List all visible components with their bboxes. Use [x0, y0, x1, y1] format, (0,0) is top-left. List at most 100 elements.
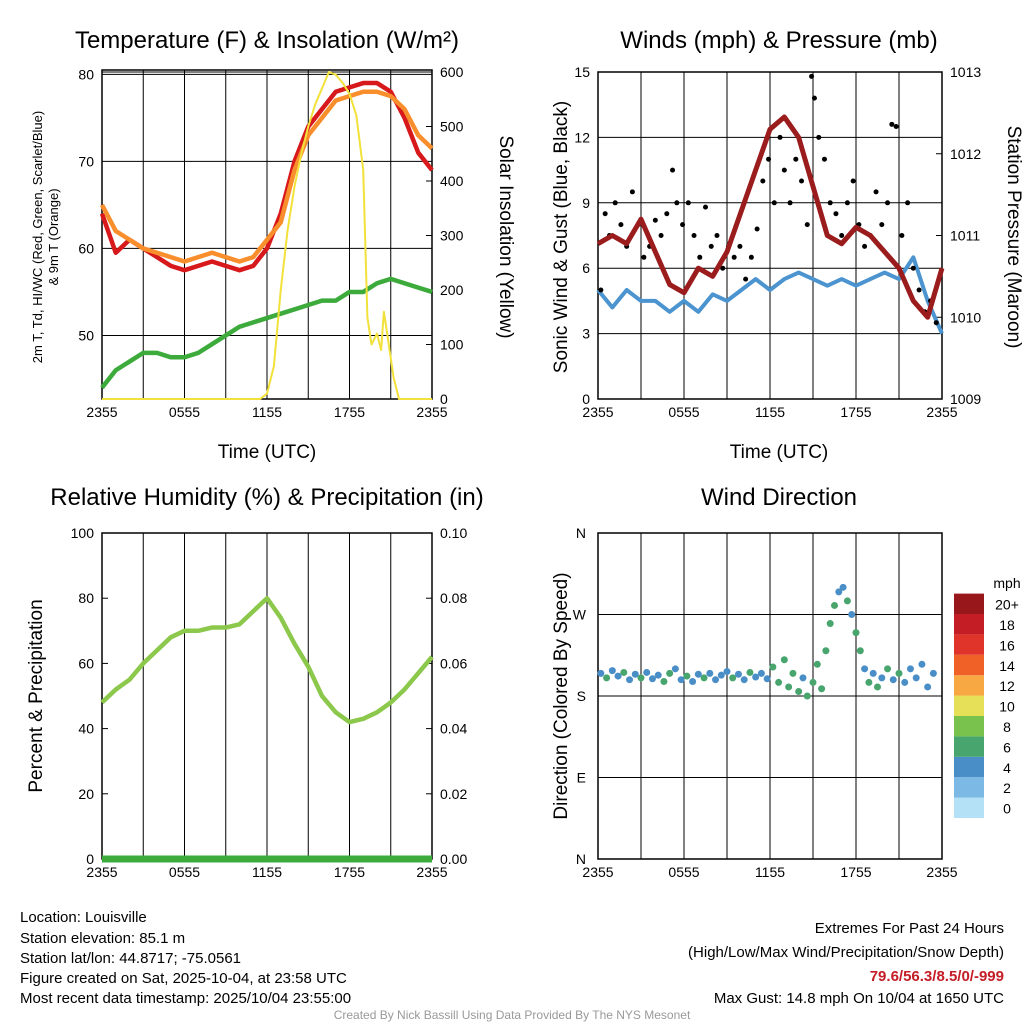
x-tick-label: 1755 [840, 404, 871, 420]
gust-point [793, 156, 799, 162]
gust-point [899, 233, 905, 238]
direction-point [603, 674, 611, 682]
gust-point [691, 233, 697, 238]
winds-y2label: Station Pressure (Maroon) [1003, 126, 1024, 349]
gust-point [652, 217, 658, 223]
y-tick-label: 15 [574, 64, 590, 80]
gust-point [799, 178, 805, 184]
gust-point [766, 156, 772, 162]
rh-ylabel: Percent & Precipitation [26, 599, 47, 792]
direction-point [813, 660, 821, 668]
gust-point [809, 73, 815, 79]
gust-point [641, 254, 647, 260]
gust-point [664, 211, 670, 217]
y2-tick-label: 100 [440, 337, 464, 353]
direction-point [852, 629, 860, 637]
extremes-values: 79.6/56.3/8.5/0/-999 [870, 968, 1004, 985]
series-solar [102, 71, 432, 400]
direction-point [912, 674, 920, 682]
direction-point [740, 676, 748, 684]
y2-tick-label: 0.02 [440, 786, 467, 802]
gust-point [816, 134, 822, 140]
y-tick-label: 3 [582, 326, 590, 342]
gust-point [777, 134, 783, 140]
direction-point [843, 597, 851, 605]
legend-swatch [954, 777, 984, 798]
temp-y2label: Solar Insolation (Yellow) [495, 135, 516, 338]
x-tick-label: 2355 [416, 404, 447, 420]
gust-point [748, 254, 754, 260]
direction-point [789, 669, 797, 677]
series-pressure [596, 114, 945, 320]
gust-point [754, 226, 760, 232]
direction-point [614, 672, 622, 680]
gust-point [862, 243, 868, 249]
direction-point [717, 671, 725, 679]
direction-point [795, 687, 803, 695]
direction-point [874, 683, 881, 691]
direction-point [901, 678, 909, 686]
x-tick-label: 0555 [668, 404, 699, 420]
direction-point [706, 669, 714, 677]
gust-point [703, 204, 708, 210]
gust-point [602, 211, 608, 217]
direction-point [620, 668, 628, 676]
direction-point [763, 675, 771, 683]
x-tick-label: 1155 [755, 864, 785, 880]
gust-point [743, 276, 749, 282]
x-tick-label: 1155 [755, 404, 785, 420]
direction-point [677, 676, 685, 684]
y-tick-label: 0 [86, 851, 94, 867]
series-wind [596, 255, 944, 335]
y-tick-label: 9 [582, 195, 590, 211]
y-tick-label: 12 [574, 129, 590, 145]
gust-point [811, 95, 817, 101]
y2-tick-label: 0.06 [440, 655, 467, 671]
gust-point [910, 265, 916, 271]
winds-ylabel: Sonic Wind & Gust (Blue, Black) [551, 101, 572, 373]
direction-point [889, 676, 897, 684]
info-created: Figure created on Sat, 2025-10-04, at 23… [20, 970, 347, 987]
direction-point [818, 685, 826, 693]
direction-point [785, 683, 793, 691]
direction-point [861, 665, 869, 673]
direction-point [660, 678, 668, 686]
direction-point [835, 588, 843, 596]
y-tick-label: N [576, 851, 586, 867]
direction-point [752, 673, 760, 681]
direction-point [712, 676, 720, 684]
series-9m-t [100, 89, 434, 264]
direction-point [929, 669, 937, 677]
x-tick-label: 2355 [582, 404, 613, 420]
y-tick-label: N [576, 525, 586, 541]
direction-point [839, 583, 847, 591]
direction-point [918, 660, 926, 668]
y-tick-label: E [577, 770, 586, 786]
direction-point [924, 683, 932, 691]
x-tick-label: 0555 [169, 404, 200, 420]
y2-tick-label: 1009 [950, 391, 981, 407]
gust-point [737, 243, 743, 249]
legend-swatch [954, 695, 984, 716]
temp-ylabel-2: & 9m T (Orange) [46, 188, 61, 285]
y-tick-label: 70 [78, 153, 94, 169]
series-rh [100, 595, 434, 725]
y-tick-label: 0 [582, 391, 590, 407]
info-latlon: Station lat/lon: 44.8717; -75.0561 [20, 950, 241, 967]
gust-point [670, 167, 676, 173]
x-tick-label: 1755 [334, 404, 365, 420]
gust-point [833, 211, 839, 217]
direction-point [878, 674, 886, 682]
direction-point [683, 672, 691, 680]
y-tick-label: 50 [78, 327, 94, 343]
direction-point [780, 656, 788, 664]
y-tick-label: 60 [78, 240, 94, 256]
y-tick-label: W [573, 607, 587, 623]
direction-point [694, 670, 702, 678]
y2-tick-label: 0.00 [440, 851, 467, 867]
direction-point [654, 671, 662, 679]
direction-point [769, 663, 777, 671]
direction-point [723, 668, 731, 676]
direction-point [856, 647, 864, 655]
credit: Created By Nick Bassill Using Data Provi… [334, 1008, 691, 1022]
